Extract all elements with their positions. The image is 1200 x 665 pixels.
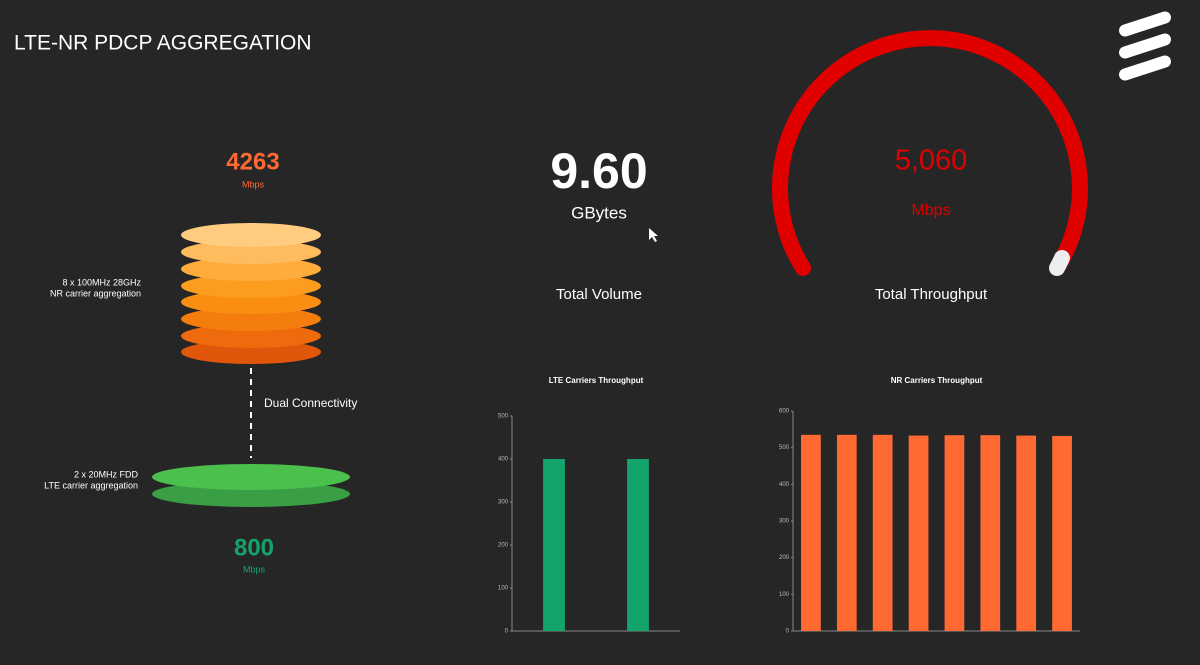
y-tick-label: 0 [505,629,509,635]
nr-stack [181,223,321,364]
gauge-tip [1049,250,1070,276]
y-tick-label: 400 [779,482,790,488]
bar [627,459,649,631]
y-tick-label: 100 [498,586,509,592]
gauge-arc [772,30,1088,276]
throughput-value: 5,060 [895,145,968,177]
volume-unit: GBytes [571,203,627,222]
y-tick-label: 500 [498,414,509,420]
lte-stack [152,464,350,507]
page-title: LTE-NR PDCP AGGREGATION [14,32,312,55]
y-tick-label: 500 [779,445,790,451]
y-tick-label: 0 [786,629,790,635]
bar [801,434,821,631]
bar [1052,435,1072,631]
chart-title: NR Carriers Throughput [891,376,983,385]
bar [543,459,565,631]
bar [1016,435,1037,631]
throughput-label: Total Throughput [875,286,988,303]
lte-unit: Mbps [243,564,266,574]
link-label: Dual Connectivity [264,396,357,410]
y-tick-label: 100 [779,592,790,598]
y-tick-label: 300 [779,519,790,525]
volume-label: Total Volume [556,286,642,303]
bar [908,435,929,631]
nr-label: NR carrier aggregation [50,288,141,298]
nr-unit: Mbps [242,179,265,189]
y-tick-label: 600 [779,409,790,415]
nr-value: 4263 [226,148,279,175]
bar [980,435,1001,631]
chart-title: LTE Carriers Throughput [549,376,644,385]
y-tick-label: 400 [498,457,509,463]
logo [1119,11,1171,81]
lte-value: 800 [234,534,274,561]
volume-value: 9.60 [550,143,647,199]
bar [944,435,965,631]
bar [872,434,893,631]
y-tick-label: 300 [498,500,509,506]
nr-label: 8 x 100MHz 28GHz [62,277,141,287]
lte-label: 2 x 20MHz FDD [74,469,139,479]
bar [836,434,857,631]
y-tick-label: 200 [498,543,509,549]
y-tick-label: 200 [779,555,790,561]
throughput-unit: Mbps [911,202,950,219]
lte-label: LTE carrier aggregation [44,480,138,490]
cursor [649,228,658,242]
